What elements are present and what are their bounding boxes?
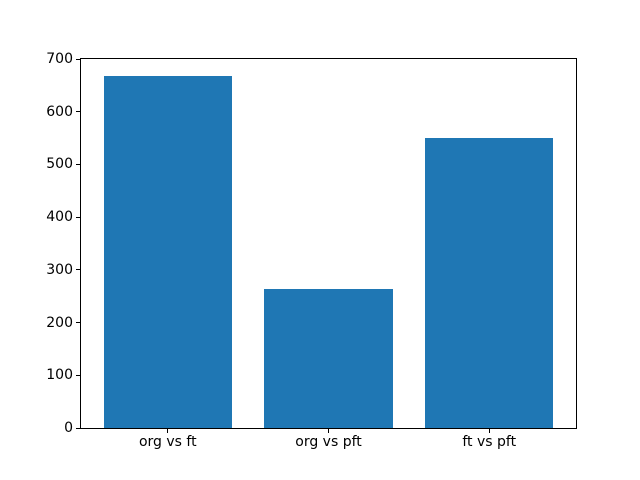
y-tick-label: 700 — [46, 51, 73, 67]
y-tick-label: 400 — [46, 209, 73, 226]
x-tick-label: ft vs pft — [462, 434, 517, 450]
y-tick-label: 200 — [46, 314, 73, 331]
y-tick-mark — [76, 58, 80, 60]
bar-org-vs-ft — [103, 75, 233, 428]
bar-ft-vs-pft — [424, 138, 554, 428]
x-tick-mark — [167, 429, 169, 433]
y-tick-label: 500 — [46, 156, 73, 173]
y-tick-mark — [76, 374, 80, 376]
plot-area: 0 100 200 300 400 500 600 700 org vs ft org vs pf… — [46, 52, 577, 449]
y-tick-label: 0 — [64, 420, 73, 436]
y-tick-label: 100 — [46, 367, 73, 384]
y-tick-mark — [76, 111, 80, 113]
y-tick-mark — [76, 322, 80, 324]
y-tick-label: 300 — [46, 261, 73, 278]
y-tick-mark — [76, 163, 80, 165]
y-tick-label: 600 — [46, 103, 73, 120]
bar-org-vs-pft — [264, 289, 393, 428]
x-tick-mark — [488, 429, 490, 433]
x-tick-mark — [328, 429, 329, 433]
y-tick-mark — [76, 269, 80, 271]
x-tick-label: org vs pft — [295, 434, 362, 450]
x-tick-label: org vs ft — [138, 434, 197, 450]
y-tick-mark — [76, 216, 80, 218]
y-tick-mark — [76, 427, 80, 429]
